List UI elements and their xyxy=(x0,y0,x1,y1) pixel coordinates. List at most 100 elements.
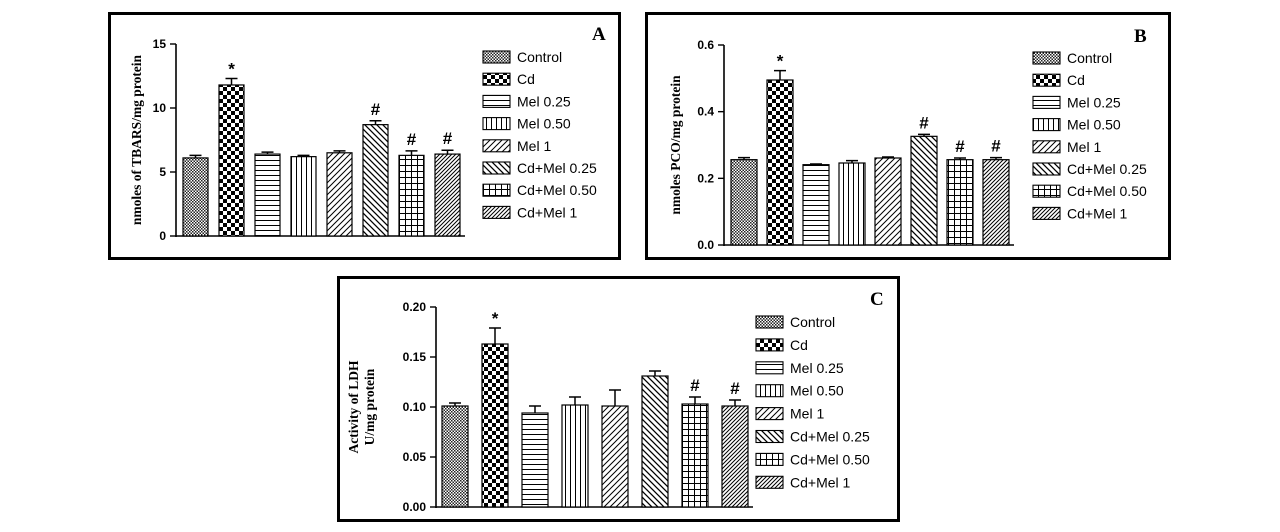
chart-panel-a: 0 5 10 15 nmoles of TBARS/mg protein * # # # Cont… xyxy=(108,12,621,260)
chart-a-error-bar xyxy=(333,150,346,153)
chart-a-bar xyxy=(182,157,209,237)
chart-c-legend-label: Mel 1 xyxy=(790,406,824,422)
chart-b-bar xyxy=(910,135,938,246)
chart-b-y-tick-label: 0.2 xyxy=(697,171,714,185)
chart-b-legend-label: Control xyxy=(1067,50,1112,66)
chart-a-error-bar xyxy=(225,77,238,85)
chart-b-error-bar xyxy=(882,156,894,158)
chart-c-y-tick-label: 0.20 xyxy=(403,300,427,314)
chart-b-error-bar xyxy=(990,156,1002,160)
chart-b-legend-swatch xyxy=(1032,184,1061,198)
chart-c-legend-swatch xyxy=(755,361,784,375)
chart-c-bar xyxy=(561,404,589,508)
chart-c-error-bar xyxy=(729,399,741,406)
chart-b-legend-swatch xyxy=(1032,73,1061,87)
chart-a-legend-swatch xyxy=(482,72,511,86)
chart-b-y-tick-label: 0.4 xyxy=(697,105,714,119)
chart-c-legend-swatch xyxy=(755,315,784,329)
chart-a-significance-mark: # xyxy=(371,100,381,119)
chart-a-legend-label: Cd+Mel 1 xyxy=(517,204,578,220)
chart-c-y-tick-label: 0.00 xyxy=(403,500,427,514)
chart-b-significance-mark: # xyxy=(919,113,929,132)
chart-a-y-tick-label: 0 xyxy=(159,229,166,243)
chart-a-y-tick-label: 5 xyxy=(159,165,166,179)
chart-b-svg: 0.0 0.2 0.4 0.6 nmoles PCO/mg protein * # # # Con… xyxy=(668,26,1147,252)
chart-b-error-bar xyxy=(918,133,930,137)
chart-a-legend-swatch xyxy=(482,94,511,108)
chart-b-panel-letter: B xyxy=(1134,26,1147,47)
chart-a-bar xyxy=(326,152,353,237)
chart-b-legend-label: Cd+Mel 0.50 xyxy=(1067,183,1147,199)
chart-c-bar xyxy=(481,343,509,508)
chart-b-bar xyxy=(982,159,1010,246)
chart-a-legend-swatch xyxy=(482,205,511,219)
chart-c-error-bar xyxy=(649,370,661,376)
chart-c-y-tick-label: 0.10 xyxy=(403,400,427,414)
chart-c-legend-swatch xyxy=(755,407,784,421)
chart-c-bar xyxy=(641,375,669,508)
chart-b-significance-mark: # xyxy=(991,137,1001,156)
chart-a-bar xyxy=(218,84,245,237)
chart-a-legend-swatch xyxy=(482,50,511,64)
chart-c-legend-swatch xyxy=(755,338,784,352)
chart-c-bar xyxy=(521,412,549,508)
chart-b-legend-swatch xyxy=(1032,162,1061,176)
chart-a-error-bar xyxy=(369,120,382,125)
chart-c-legend-label: Cd+Mel 0.50 xyxy=(790,451,870,467)
chart-a-error-bar xyxy=(405,150,418,156)
chart-a-error-bar xyxy=(189,154,202,158)
chart-a-legend-swatch xyxy=(482,139,511,153)
chart-b-legend-label: Mel 0.50 xyxy=(1067,117,1121,133)
chart-c-error-bar xyxy=(569,396,581,405)
chart-a-bar xyxy=(434,153,461,237)
chart-b-error-bar xyxy=(774,69,786,80)
chart-c-significance-mark: * xyxy=(492,309,499,328)
chart-a-bar xyxy=(254,153,281,237)
chart-c-legend-label: Control xyxy=(790,314,835,330)
chart-c-significance-mark: # xyxy=(690,376,700,395)
chart-c-y-axis-label: Activity of LDH xyxy=(346,360,361,453)
chart-c-error-bar xyxy=(529,405,541,413)
chart-a-legend-label: Cd+Mel 0.50 xyxy=(517,182,597,198)
chart-b-y-axis-label: nmoles PCO/mg protein xyxy=(668,75,683,215)
chart-b-legend-label: Mel 1 xyxy=(1067,139,1101,155)
chart-b-bar xyxy=(802,164,830,246)
chart-a-svg: 0 5 10 15 nmoles of TBARS/mg protein * # # # Cont… xyxy=(129,24,606,243)
chart-c-y-axis-label: U/mg protein xyxy=(362,368,377,445)
chart-a-significance-mark: * xyxy=(228,60,235,79)
chart-c-legend-swatch xyxy=(755,429,784,444)
chart-c-bar xyxy=(681,403,709,508)
chart-c-svg: 0.00 0.05 0.10 0.15 0.20 Activity of LDH U/mg … xyxy=(346,289,884,514)
chart-a-error-bar xyxy=(441,149,454,155)
chart-c-legend-label: Mel 0.50 xyxy=(790,383,844,399)
chart-c-legend-label: Mel 0.25 xyxy=(790,360,844,376)
chart-a-legend-swatch xyxy=(482,183,511,197)
chart-b-legend-swatch xyxy=(1032,206,1061,220)
chart-b-significance-mark: # xyxy=(955,137,965,156)
chart-a-legend-label: Mel 1 xyxy=(517,138,551,154)
chart-c-bar xyxy=(721,405,749,508)
chart-b-legend-swatch xyxy=(1032,140,1061,154)
chart-a-error-bar xyxy=(297,154,310,157)
chart-b-legend-label: Cd xyxy=(1067,72,1085,88)
chart-b-bar xyxy=(874,157,902,246)
chart-b-error-bar xyxy=(846,159,858,163)
chart-c-legend-swatch xyxy=(755,452,784,466)
chart-b-y-tick-label: 0.6 xyxy=(697,38,714,52)
chart-a-error-bar xyxy=(261,151,274,155)
chart-b-legend-label: Cd+Mel 1 xyxy=(1067,205,1128,221)
chart-b-legend-label: Cd+Mel 0.25 xyxy=(1067,161,1147,177)
chart-b-bar xyxy=(946,159,974,246)
chart-a-bar xyxy=(362,124,389,237)
chart-a-bar xyxy=(290,156,317,237)
chart-b-bar xyxy=(766,79,794,246)
chart-b-error-bar xyxy=(738,156,750,160)
chart-panel-c: 0.00 0.05 0.10 0.15 0.20 Activity of LDH U/mg … xyxy=(337,276,900,522)
chart-b-legend-label: Mel 0.25 xyxy=(1067,94,1121,110)
chart-a-significance-mark: # xyxy=(443,129,453,148)
chart-b-significance-mark: * xyxy=(777,52,784,71)
chart-a-significance-mark: # xyxy=(407,130,417,149)
chart-c-error-bar xyxy=(689,396,701,404)
chart-c-bar xyxy=(441,405,469,508)
chart-b-legend-swatch xyxy=(1032,51,1061,65)
